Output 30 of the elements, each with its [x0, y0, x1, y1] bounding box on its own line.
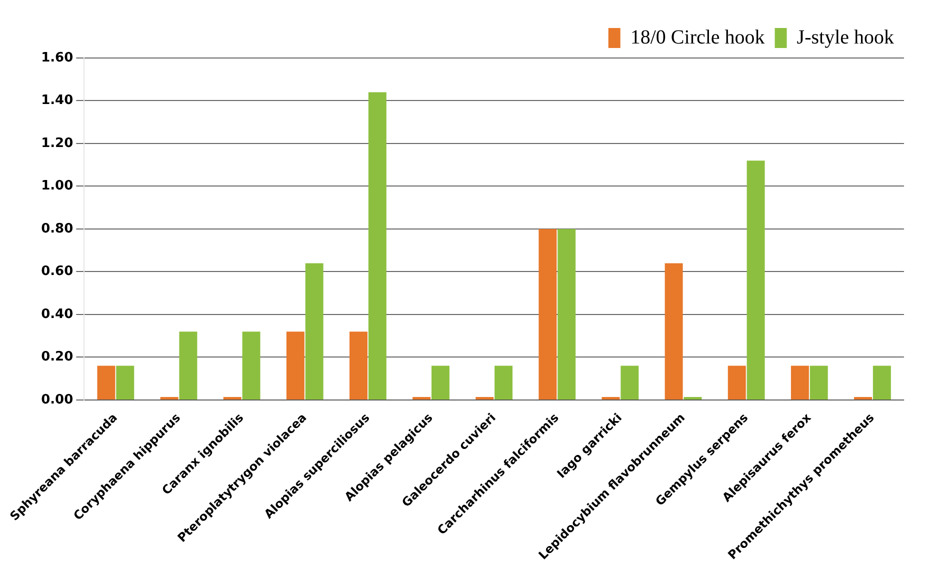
y-tick-label: 1.20: [41, 136, 74, 151]
y-tick-label: 0.40: [41, 306, 74, 322]
y-tick-label: 1.40: [41, 93, 74, 108]
bar: [746, 160, 765, 400]
bar: [494, 366, 513, 400]
bar: [810, 366, 828, 400]
bar: [179, 332, 198, 400]
bar: [97, 366, 116, 400]
y-tick-label: 0.00: [41, 392, 74, 408]
bar: [431, 366, 450, 400]
bar: [620, 366, 639, 400]
y-tick-label: 0.80: [41, 221, 74, 236]
bar: [349, 332, 368, 400]
y-tick-label: 0.60: [41, 264, 74, 280]
bar: [538, 229, 557, 400]
bar: [286, 332, 304, 400]
bar: [790, 366, 809, 400]
legend-label: 18/0 Circle hook: [630, 26, 765, 48]
bar: [664, 263, 683, 400]
bar: [368, 92, 386, 400]
bar: [728, 366, 746, 400]
y-tick-label: 1.60: [41, 50, 74, 66]
bar: [116, 366, 134, 400]
legend-label: J-style hook: [796, 26, 894, 48]
bar: [305, 263, 324, 400]
y-tick-label: 0.20: [41, 350, 74, 365]
y-tick-label: 1.00: [41, 178, 74, 194]
bar: [242, 332, 260, 400]
bar: [558, 229, 576, 400]
bar: [872, 366, 891, 400]
